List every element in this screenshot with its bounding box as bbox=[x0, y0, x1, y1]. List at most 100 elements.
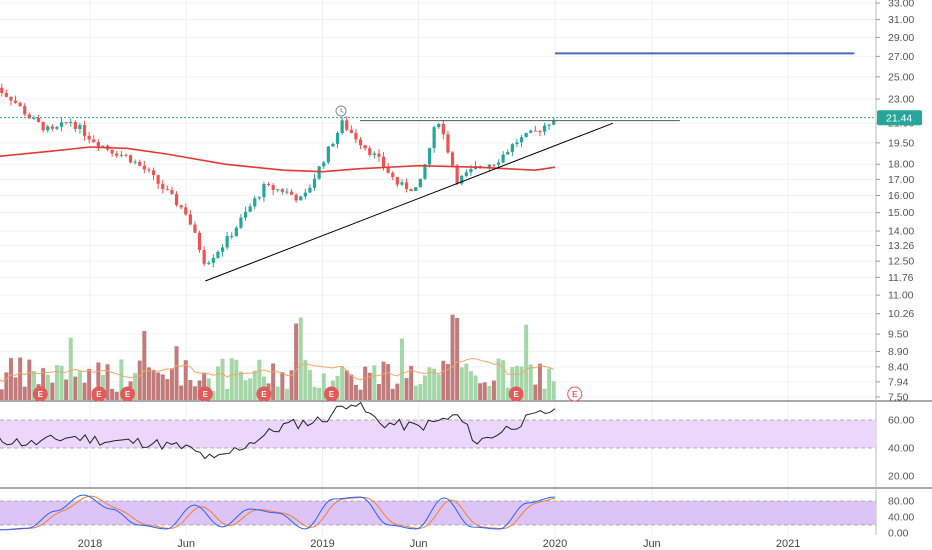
candle-body bbox=[335, 132, 340, 144]
candle-body bbox=[487, 164, 491, 168]
price-tick-label: 33.00 bbox=[888, 0, 914, 10]
volume-bar bbox=[169, 368, 174, 400]
volume-bar bbox=[137, 360, 142, 400]
volume-bar bbox=[468, 371, 473, 400]
volume-bar bbox=[340, 366, 345, 400]
candle-body bbox=[414, 187, 418, 191]
candle-body bbox=[542, 125, 547, 132]
candle-body bbox=[96, 141, 100, 147]
volume-bar bbox=[174, 346, 179, 400]
candle-body bbox=[248, 206, 252, 212]
candle-body bbox=[220, 247, 225, 252]
candle-body bbox=[184, 207, 188, 215]
price-tick-label: 12.50 bbox=[888, 256, 914, 268]
stoch-tick-label: 0.00 bbox=[888, 528, 909, 540]
time-axis-label: Jun bbox=[410, 538, 428, 550]
alert-clock-icon[interactable] bbox=[335, 105, 347, 117]
candle-body bbox=[133, 161, 137, 163]
volume-bar bbox=[229, 358, 234, 400]
volume-bar bbox=[395, 383, 400, 400]
candle-body bbox=[446, 134, 450, 153]
candle-body bbox=[151, 170, 156, 176]
candle-body bbox=[418, 178, 422, 188]
candle-body bbox=[174, 194, 179, 206]
volume-bar bbox=[496, 358, 501, 400]
volume-bar bbox=[487, 385, 492, 400]
candle-body bbox=[280, 189, 284, 192]
volume-bar bbox=[376, 383, 381, 400]
volume-bar bbox=[119, 359, 124, 400]
candle-body bbox=[243, 211, 248, 218]
earnings-marker: E bbox=[256, 386, 272, 402]
volume-bar bbox=[110, 388, 115, 400]
candle-body bbox=[340, 120, 344, 133]
volume-bar bbox=[31, 370, 36, 400]
volume-bar bbox=[280, 372, 285, 400]
candle-body bbox=[515, 142, 519, 145]
rsi-line bbox=[0, 401, 556, 460]
volume-bar bbox=[413, 385, 418, 400]
time-axis-label: Jun bbox=[643, 538, 661, 550]
price-tick-label: 23.00 bbox=[888, 94, 914, 106]
indicator-lines bbox=[0, 401, 556, 531]
candle-body bbox=[547, 124, 551, 126]
volume-bar bbox=[73, 376, 78, 400]
candle-body bbox=[496, 162, 501, 165]
volume-bar bbox=[41, 368, 46, 400]
candle-body bbox=[142, 165, 146, 170]
candle-body bbox=[386, 166, 390, 173]
volume-bar bbox=[211, 390, 216, 400]
time-axis-label: 2018 bbox=[78, 538, 102, 550]
candle-body bbox=[308, 187, 312, 193]
price-tick-label: 17.00 bbox=[888, 174, 914, 186]
candle-body bbox=[230, 236, 234, 238]
volume-bar bbox=[220, 358, 225, 400]
price-tick-label: 7.50 bbox=[888, 392, 909, 404]
candle-body bbox=[92, 139, 96, 142]
candle-body bbox=[276, 189, 280, 191]
volume-bar bbox=[418, 384, 423, 400]
volume-bar bbox=[321, 373, 326, 400]
volume-bar bbox=[275, 386, 280, 400]
volume-bar bbox=[13, 377, 18, 400]
candle-body bbox=[253, 198, 257, 207]
candle-body bbox=[69, 121, 73, 123]
last-price-label: 21.44 bbox=[886, 113, 912, 125]
candle-body bbox=[538, 130, 542, 132]
stoch-k-line bbox=[0, 494, 556, 531]
volume-bar bbox=[142, 330, 147, 400]
candle-body bbox=[46, 126, 50, 131]
stoch-tick-label: 40.00 bbox=[888, 512, 914, 524]
candle-body bbox=[317, 166, 321, 179]
candle-body bbox=[312, 178, 317, 188]
candle-body bbox=[156, 175, 160, 184]
candle-body bbox=[432, 127, 436, 149]
candle-body bbox=[257, 197, 261, 199]
candle-body bbox=[165, 189, 169, 191]
earnings-badge bbox=[323, 386, 339, 402]
rsi-tick-label: 40.00 bbox=[888, 443, 914, 455]
volume-bar bbox=[183, 360, 188, 400]
volume-bar bbox=[501, 360, 506, 400]
earnings-badge bbox=[91, 386, 107, 402]
candle-body bbox=[450, 152, 455, 166]
candle-body bbox=[423, 164, 427, 179]
candle-body bbox=[400, 182, 404, 185]
volume-bar bbox=[18, 357, 23, 400]
volume-bar bbox=[151, 369, 156, 400]
volume-bar bbox=[519, 366, 524, 400]
earnings-marker: E bbox=[32, 386, 48, 402]
candle-body bbox=[349, 129, 353, 133]
candle-body bbox=[23, 106, 27, 115]
volume-bar bbox=[386, 364, 391, 400]
candlesticks[interactable] bbox=[0, 81, 556, 268]
volume-bar bbox=[542, 388, 547, 400]
volume-bar bbox=[100, 374, 105, 400]
candle-body bbox=[469, 168, 473, 173]
candle-body bbox=[41, 121, 45, 131]
volume-bar bbox=[133, 373, 138, 400]
price-tick-label: 19.50 bbox=[888, 137, 914, 149]
